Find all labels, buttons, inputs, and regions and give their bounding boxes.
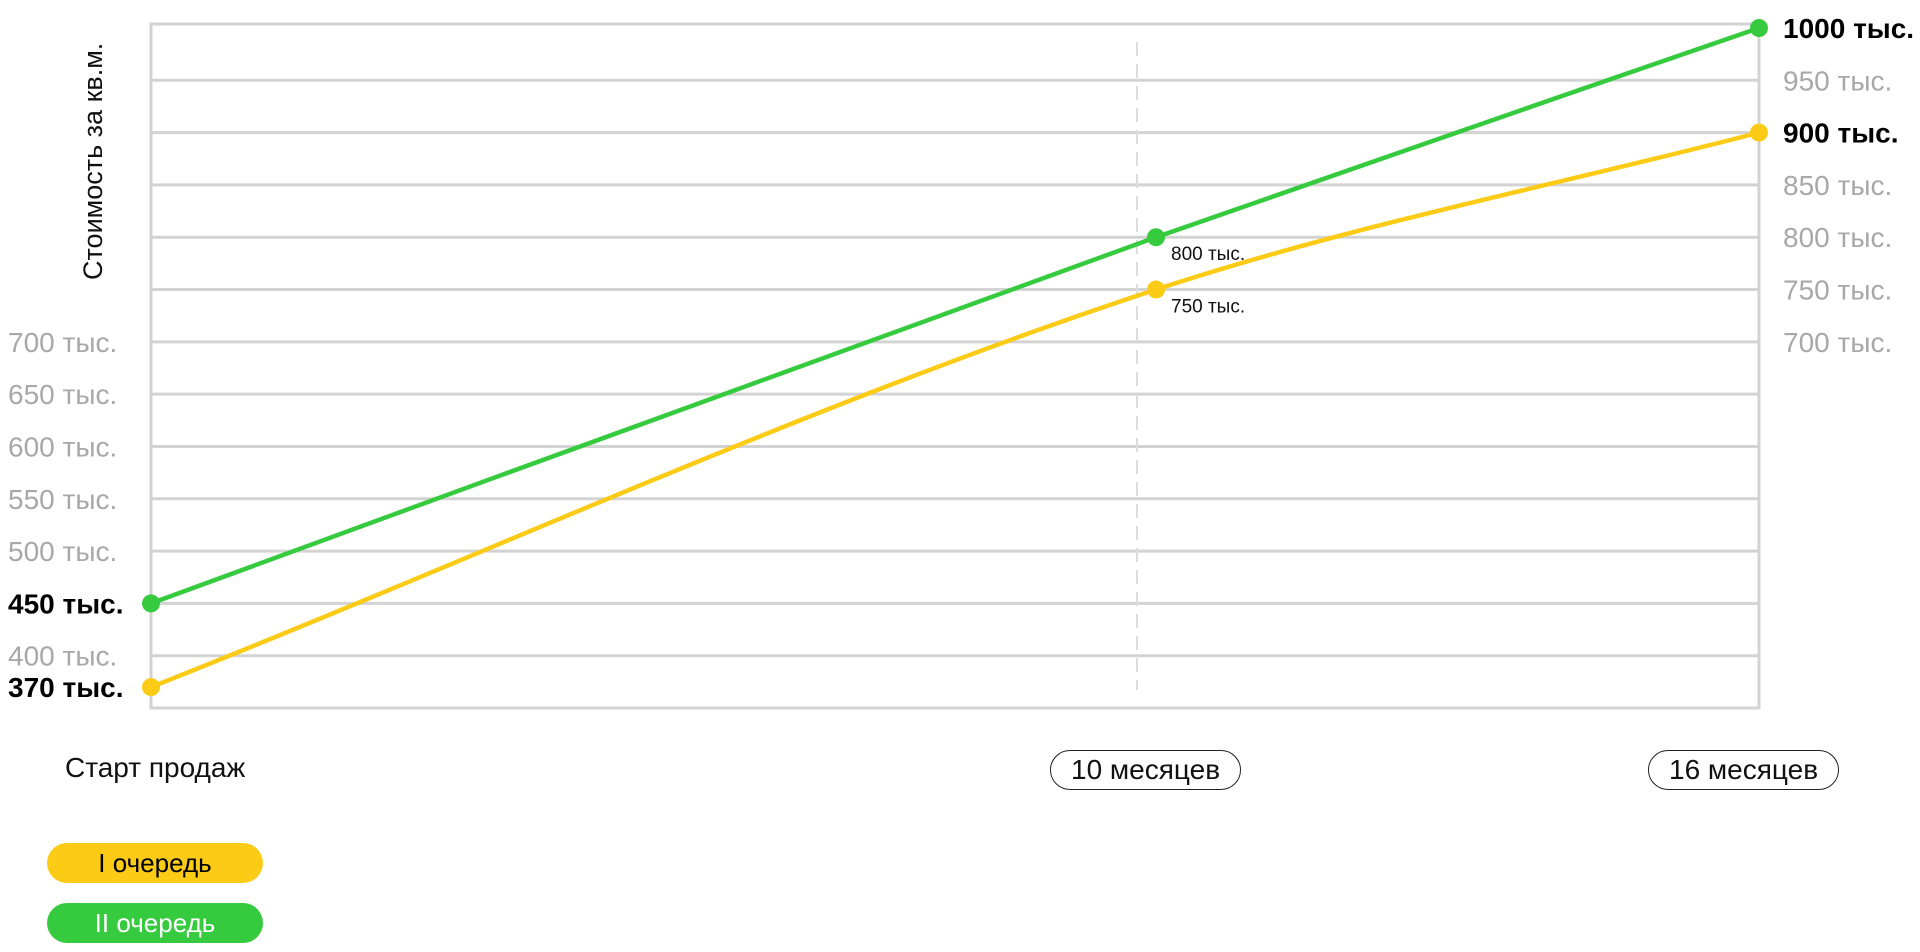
y-tick-label-left: 450 тыс. [8,588,123,619]
data-point-series-1 [1147,280,1165,299]
y-tick-label-right: 900 тыс. [1783,118,1898,149]
y-tick-label-left: 500 тыс. [8,536,117,567]
y-tick-label-right: 1000 тыс. [1783,13,1914,44]
y-axis-title: Стоимость за кв.м. [78,43,108,280]
y-tick-label-left: 700 тыс. [8,327,117,358]
y-tick-label-right: 700 тыс. [1783,327,1892,358]
data-point-series-2 [1147,228,1165,247]
grid-lines [151,78,1759,658]
y-tick-label-left: 650 тыс. [8,379,117,410]
y-tick-label-right: 850 тыс. [1783,170,1892,201]
x-label-16-months: 16 месяцев [1648,750,1840,790]
data-point-series-2 [142,594,160,613]
y-tick-label-left: 550 тыс. [8,484,117,515]
y-tick-label-left: 400 тыс. [8,641,117,672]
y-tick-label-left: 370 тыс. [8,672,123,703]
plot-frame [149,22,1761,710]
legend-series-2: II очередь [47,903,263,943]
y-tick-label-right: 800 тыс. [1783,222,1892,253]
data-point-series-1 [142,678,160,697]
y-tick-label-right: 750 тыс. [1783,275,1892,306]
series-line-1 [148,130,1762,690]
data-point-series-2 [1750,19,1768,37]
point-label: 800 тыс. [1171,244,1245,265]
y-axis-right: 1000 тыс. 950 тыс. 900 тыс. 850 тыс. 800 тыс… [1783,13,1914,358]
point-labels: 800 тыс. 750 тыс. [1171,244,1245,317]
series-group [142,19,1768,697]
series-line-2 [148,25,1762,606]
point-label: 750 тыс. [1171,297,1245,318]
data-point-series-1 [1750,123,1768,142]
x-label-10-months: 10 месяцев [1050,750,1242,790]
x-label-start: Старт продаж [65,752,246,783]
legend-series-1: I очередь [47,843,263,883]
y-tick-label-left: 600 тыс. [8,431,117,462]
y-tick-label-right: 950 тыс. [1783,65,1892,96]
y-axis-left: 700 тыс. 650 тыс. 600 тыс. 550 тыс. 500 тыс.… [8,327,123,703]
